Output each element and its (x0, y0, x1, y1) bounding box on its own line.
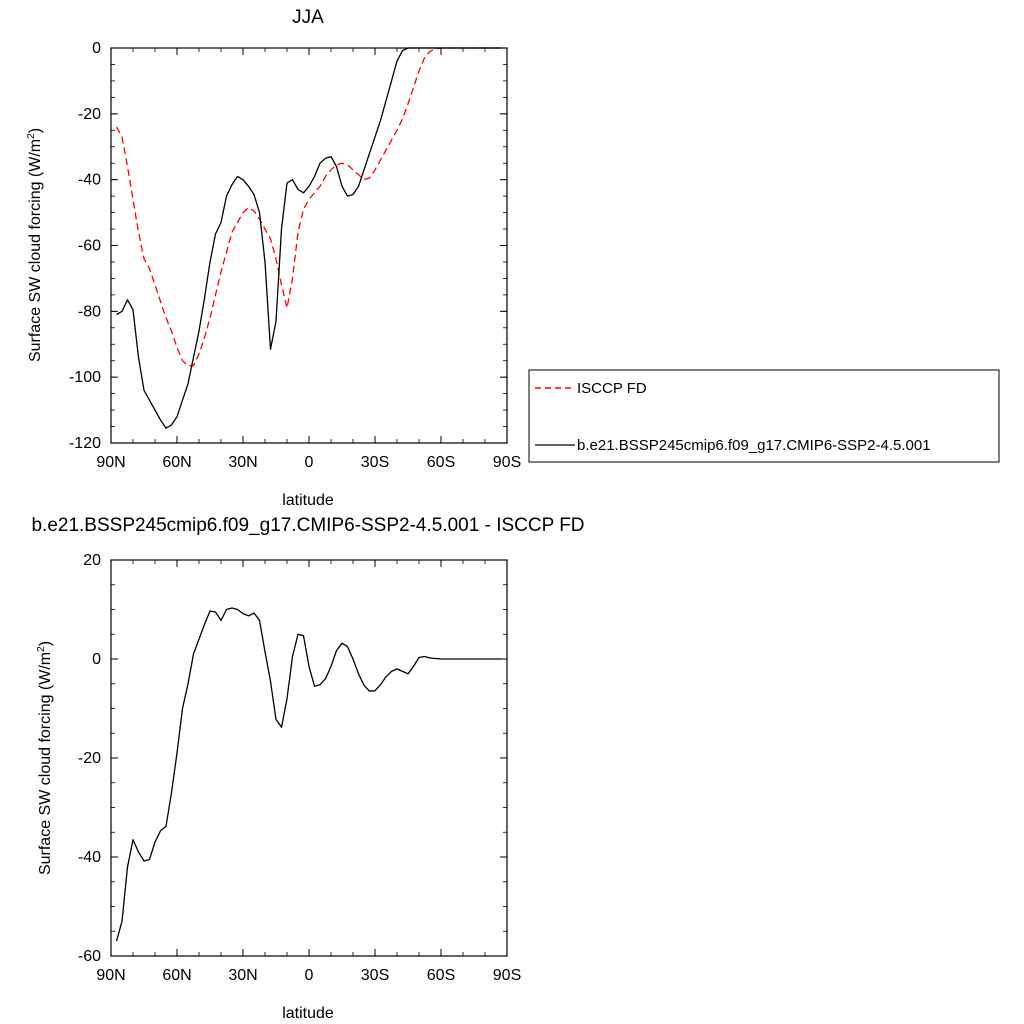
bottom-plot-area: 20 0 -20 -40 -60 90N 60N 30N 0 30S 60S 90S (78, 552, 521, 984)
top-plot-frame (110, 47, 508, 444)
top-xtick-label: 0 (305, 454, 314, 471)
top-plot-area: 0 -20 -40 -60 -80 -100 -120 90N 60N 30N 0 30S 60S 90S (69, 40, 521, 471)
top-y-axis-label-main: Surface SW cloud forcing (W/m (27, 139, 44, 362)
top-ytick-label: -40 (78, 172, 101, 189)
bottom-xtick-label: 0 (305, 967, 314, 984)
top-y-axis-label-tail: ) (27, 128, 44, 133)
top-y-axis-label-sup: 2 (26, 133, 37, 139)
top-ytick-label: -60 (78, 238, 101, 255)
bottom-xtick-label: 60N (162, 967, 191, 984)
bottom-y-axis-label: Surface SW cloud forcing (W/m2) (36, 641, 54, 875)
bottom-xtick-label: 30S (361, 967, 389, 984)
top-ytick-label: -120 (69, 435, 101, 452)
top-xtick-label: 60S (427, 454, 455, 471)
bottom-chart-title: b.e21.BSSP245cmip6.f09_g17.CMIP6-SSP2-4.… (31, 515, 584, 536)
bottom-plot-frame (110, 559, 508, 957)
top-xtick-label: 30S (361, 454, 389, 471)
bottom-panel: b.e21.BSSP245cmip6.f09_g17.CMIP6-SSP2-4.… (31, 515, 584, 1022)
bottom-y-axis-label-sup: 2 (36, 646, 47, 652)
top-series-line-1 (116, 47, 502, 429)
top-xtick-label: 30N (228, 454, 257, 471)
top-ytick-label: 0 (92, 40, 101, 57)
bottom-xtick-label: 90N (96, 967, 125, 984)
legend-label-isccp: ISCCP FD (577, 380, 647, 397)
bottom-ytick-label: 0 (92, 651, 101, 668)
top-panel: JJA 0 -20 -40 -60 -80 -100 -120 90N 60N 30N 0 30S 60… (26, 7, 521, 509)
legend-box (528, 369, 1000, 463)
top-ytick-label: -100 (69, 369, 101, 386)
bottom-xtick-label: 30N (228, 967, 257, 984)
bottom-xtick-label: 90S (493, 967, 521, 984)
legend-label-model: b.e21.BSSP245cmip6.f09_g17.CMIP6-SSP2-4.… (577, 437, 931, 454)
top-ytick-label: -80 (78, 303, 101, 320)
legend: ISCCP FD b.e21.BSSP245cmip6.f09_g17.CMIP… (528, 369, 1000, 463)
bottom-y-axis-label-tail: ) (37, 641, 54, 646)
bottom-ytick-label: -20 (78, 750, 101, 767)
bottom-ytick-label: -60 (78, 948, 101, 965)
top-series-line-0 (115, 47, 502, 367)
top-xtick-label: 90S (493, 454, 521, 471)
bottom-xtick-label: 60S (427, 967, 455, 984)
top-y-axis-label: Surface SW cloud forcing (W/m2) (26, 128, 44, 362)
bottom-y-axis-label-main: Surface SW cloud forcing (W/m (37, 652, 54, 875)
top-ytick-label: -20 (78, 106, 101, 123)
top-chart-title: JJA (292, 7, 324, 28)
bottom-series-line-0 (115, 607, 502, 942)
bottom-ytick-label: 20 (83, 552, 101, 569)
top-xtick-label: 60N (162, 454, 191, 471)
bottom-x-axis-label: latitude (282, 1005, 334, 1022)
top-x-axis-label: latitude (282, 492, 334, 509)
bottom-ytick-label: -40 (78, 849, 101, 866)
top-xtick-label: 90N (96, 454, 125, 471)
